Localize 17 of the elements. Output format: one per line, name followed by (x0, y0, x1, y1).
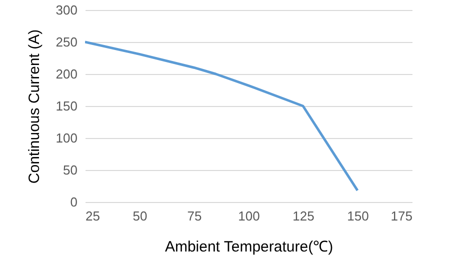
x-axis-title: Ambient Temperature(℃) (164, 238, 334, 256)
y-tick-label: 300 (56, 2, 78, 18)
y-tick-label: 150 (56, 98, 78, 114)
x-tick-label: 75 (187, 208, 202, 224)
y-tick-label: 100 (56, 130, 78, 146)
x-tick-label: 150 (347, 208, 369, 224)
y-tick-label: 50 (63, 162, 78, 178)
x-tick-label: 125 (292, 208, 314, 224)
x-tick-label: 100 (238, 208, 260, 224)
x-tick-label: 25 (86, 208, 100, 224)
y-tick-label: 250 (56, 34, 78, 50)
line-series (85, 40, 359, 192)
y-tick-label: 0 (70, 194, 78, 210)
x-tick-label: 175 (390, 208, 412, 224)
y-axis-title: Continuous Current (A) (26, 29, 43, 184)
y-tick-label: 200 (56, 66, 78, 82)
x-tick-label: 50 (132, 208, 148, 224)
